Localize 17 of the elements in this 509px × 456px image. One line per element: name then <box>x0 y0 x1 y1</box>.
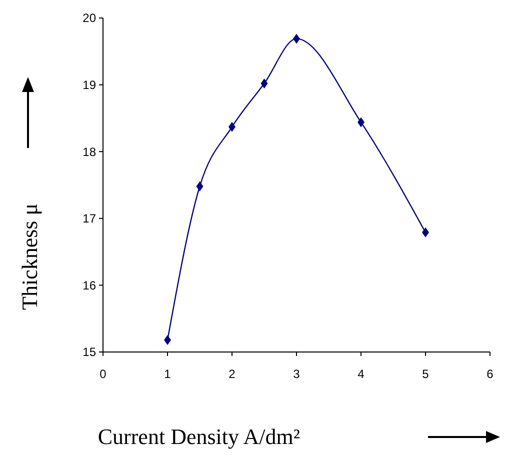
y-tick-label: 19 <box>82 78 96 92</box>
x-axis-title: Current Density A/dm² <box>98 424 300 449</box>
y-tick-label: 17 <box>82 212 96 226</box>
y-tick-label: 20 <box>82 11 96 26</box>
x-tick-label: 5 <box>422 367 430 381</box>
y-tick-label: 18 <box>82 144 96 159</box>
y-tick-label: 16 <box>82 278 96 292</box>
x-tick-label: 3 <box>293 367 300 381</box>
point <box>260 78 268 88</box>
point <box>196 181 204 192</box>
x-tick-label: 4 <box>358 367 365 381</box>
x-tick-label: 1 <box>164 367 172 381</box>
y-axis-title: Thickness μ <box>17 204 42 310</box>
y-tick-label: 15 <box>82 345 96 360</box>
x-tick-label: 2 <box>228 367 236 381</box>
x-tick-label: 6 <box>486 367 494 381</box>
x-tick-label: 0 <box>100 367 107 381</box>
